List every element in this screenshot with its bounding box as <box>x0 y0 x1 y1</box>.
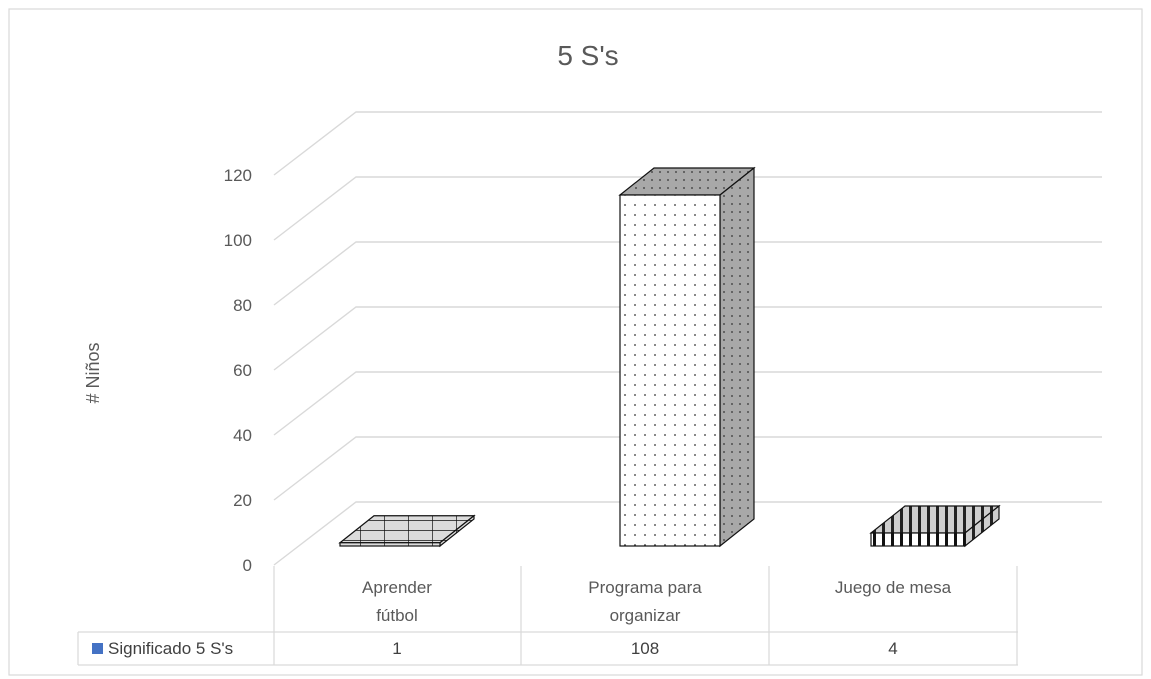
table-value-0: 1 <box>392 639 401 658</box>
y-tick-label-3: 60 <box>233 361 252 380</box>
table-value-1: 108 <box>631 639 659 658</box>
bar-0-front-face <box>339 542 441 547</box>
gridline-5 <box>273 176 1102 241</box>
y-tick-label-0: 0 <box>243 556 252 575</box>
bars <box>338 166 1001 548</box>
gridlines <box>273 111 1102 566</box>
y-axis-title: # Niños <box>83 342 103 403</box>
gridline-2 <box>273 371 1102 436</box>
chart-title: 5 S's <box>557 40 618 71</box>
y-tick-label-5: 100 <box>224 231 252 250</box>
bar-1-side-face <box>719 166 755 548</box>
gridline-0 <box>273 501 1102 566</box>
table-value-2: 4 <box>888 639 897 658</box>
chart-border <box>8 8 1143 676</box>
data-table: Significado 5 S's Aprender fútbol 1 Program… <box>77 566 1018 666</box>
y-tick-label-4: 80 <box>233 296 252 315</box>
bar-2-front-face <box>870 532 966 547</box>
y-tick-label-6: 120 <box>224 166 252 185</box>
bar-1-front-face <box>619 194 721 547</box>
bar-0 <box>338 514 476 548</box>
legend-key <box>92 643 103 654</box>
category-label-1: Programa para organizar <box>588 578 702 625</box>
category-label-0: Aprender fútbol <box>362 578 432 625</box>
y-axis-ticks: 0 20 40 60 80 100 120 <box>224 166 252 575</box>
gridline-1 <box>273 436 1102 501</box>
category-label-2: Juego de mesa <box>835 578 952 597</box>
y-tick-label-1: 20 <box>233 491 252 510</box>
gridline-6 <box>273 111 1102 176</box>
gridline-3 <box>273 306 1102 371</box>
bar-2 <box>869 504 1001 548</box>
bar-1 <box>618 166 756 548</box>
gridline-4 <box>273 241 1102 306</box>
y-tick-label-2: 40 <box>233 426 252 445</box>
legend-series-name: Significado 5 S's <box>108 639 233 658</box>
